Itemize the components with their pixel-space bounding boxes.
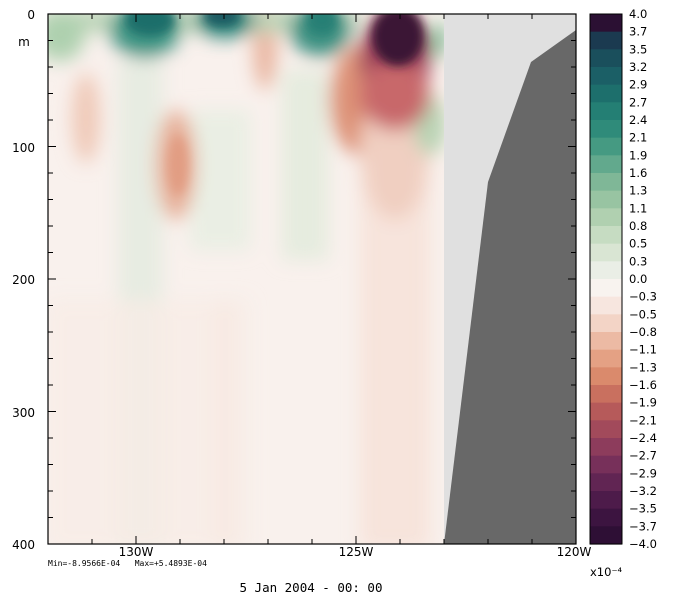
y-tick-label: 300	[12, 406, 35, 420]
colorbar-level-label: −2.9	[629, 466, 657, 480]
land-mask-dark	[444, 30, 576, 544]
field-cores	[125, 14, 424, 195]
colorbar-swatch	[590, 14, 622, 33]
colorbar-level-label: 1.6	[629, 166, 647, 180]
colorbar-level-label: −0.5	[629, 307, 657, 321]
positive-core	[306, 14, 338, 34]
negative-core	[372, 14, 424, 66]
colorbar-level-label: −3.7	[629, 519, 657, 533]
colorbar-swatch	[590, 84, 622, 103]
positive-anomaly	[430, 22, 446, 58]
colorbar-swatch	[590, 385, 622, 404]
colorbar-swatch	[590, 420, 622, 439]
colorbar-level-label: 3.7	[629, 25, 647, 39]
positive-core	[125, 14, 175, 36]
colorbar-swatch	[590, 49, 622, 68]
colorbar-level-label: −0.8	[629, 325, 657, 339]
colorbar-level-label: −1.9	[629, 396, 657, 410]
colorbar-swatch	[590, 473, 622, 492]
negative-anomaly	[72, 73, 100, 163]
colorbar-level-label: −3.5	[629, 502, 657, 516]
colorbar-level-label: 1.9	[629, 148, 647, 162]
date-label: 5 Jan 2004 - 00: 00	[240, 580, 383, 595]
x-tick-label: 125W	[339, 545, 374, 559]
colorbar-swatch	[590, 279, 622, 298]
colorbar-swatch	[590, 508, 622, 527]
colorbar-level-label: −1.1	[629, 343, 657, 357]
colorbar-swatch	[590, 526, 622, 545]
colorbar-swatch	[590, 31, 622, 50]
colorbar-level-label: 0.0	[629, 272, 647, 286]
colorbar-swatch	[590, 102, 622, 121]
y-axis: m 0 100 200 300 400	[12, 8, 35, 552]
heatmap-field	[48, 14, 576, 544]
y-tick-label: 100	[12, 141, 35, 155]
colorbar-swatch	[590, 261, 622, 280]
field-blobs	[48, 14, 446, 544]
colorbar-swatch	[590, 190, 622, 209]
colorbar-swatch	[590, 173, 622, 192]
y-tick-label: 400	[12, 538, 35, 552]
colorbar-swatch	[590, 314, 622, 333]
colorbar-swatch	[590, 438, 622, 457]
colorbar-level-label: 0.8	[629, 219, 647, 233]
colorbar-level-label: 3.5	[629, 42, 647, 56]
negative-core	[168, 135, 188, 195]
colorbar-labels: 4.0 3.7 3.5 3.2 2.9 2.7 2.4 2.1 1.9 1.6 1.3 1.1 0.8 0…	[629, 7, 657, 551]
colorbar-level-label: 1.1	[629, 201, 647, 215]
colorbar-frame	[589, 13, 623, 545]
positive-anomaly	[48, 14, 85, 61]
faint-positive-column	[282, 70, 328, 260]
colorbar-level-label: −4.0	[629, 537, 657, 551]
colorbar-level-label: −3.2	[629, 484, 657, 498]
x-tick-label: 120W	[557, 545, 592, 559]
colorbar-level-label: −2.1	[629, 413, 657, 427]
colorbar-swatch	[590, 208, 622, 227]
positive-core	[204, 14, 240, 26]
colorbar-swatch	[590, 332, 622, 351]
colorbar-level-label: 2.4	[629, 113, 647, 127]
colorbar-level-label: 1.3	[629, 184, 647, 198]
faint-negative-column	[48, 300, 248, 544]
colorbar-level-label: 2.7	[629, 95, 647, 109]
colorbar-swatch	[590, 367, 622, 386]
negative-anomaly	[360, 60, 430, 130]
colorbar-swatch	[590, 455, 622, 474]
colorbar-swatch	[590, 243, 622, 262]
colorbar-swatch	[590, 155, 622, 174]
colorbar-level-label: 2.9	[629, 78, 647, 92]
colorbar-level-label: −2.7	[629, 449, 657, 463]
colorbar: 4.0 3.7 3.5 3.2 2.9 2.7 2.4 2.1 1.9 1.6 1.3 1.1 0.8 0…	[589, 7, 657, 579]
colorbar-level-label: 0.5	[629, 237, 647, 251]
colorbar-level-label: −1.3	[629, 360, 657, 374]
colorbar-level-label: −0.3	[629, 290, 657, 304]
colorbar-level-label: 2.1	[629, 131, 647, 145]
axis-ticks	[47, 13, 577, 545]
colorbar-swatch	[590, 120, 622, 139]
colorbar-swatch	[590, 491, 622, 510]
negative-anomaly	[253, 14, 277, 90]
faint-negative-column	[360, 180, 430, 544]
colorbar-swatch	[590, 67, 622, 86]
x-axis: 130W 125W 120W	[119, 545, 592, 559]
colorbar-level-label: −2.4	[629, 431, 657, 445]
colorbar-swatch	[590, 349, 622, 368]
faint-positive-column	[190, 110, 250, 250]
colorbar-swatch	[590, 296, 622, 315]
colorbar-swatch	[590, 137, 622, 156]
min-max-stats: Min=-8.9566E-04 Max=+5.4893E-04	[48, 559, 207, 568]
colorbar-swatch	[590, 226, 622, 245]
y-axis-unit-label: m	[18, 35, 30, 49]
colorbar-level-label: 3.2	[629, 60, 647, 74]
colorbar-swatch	[590, 402, 622, 421]
colorbar-level-label: 4.0	[629, 7, 647, 21]
colorbar-level-label: 0.3	[629, 254, 647, 268]
y-tick-label: 200	[12, 273, 35, 287]
colorbar-level-label: −1.6	[629, 378, 657, 392]
colorbar-swatches	[590, 14, 622, 545]
colorbar-scale-label: x10⁻⁴	[590, 565, 623, 579]
x-tick-label: 130W	[119, 545, 154, 559]
y-tick-label: 0	[27, 8, 35, 22]
